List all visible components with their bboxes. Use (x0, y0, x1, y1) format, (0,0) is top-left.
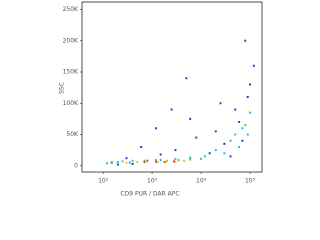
data-point (248, 111, 251, 114)
data-point (159, 159, 162, 162)
data-point (200, 157, 203, 160)
data-point (229, 139, 232, 142)
data-point (154, 160, 157, 163)
data-point (183, 160, 186, 163)
data-point (214, 130, 217, 133)
data-point (143, 161, 146, 163)
plot-frame (81, 1, 263, 173)
data-point (106, 162, 109, 165)
chart: CD9 PUR / DAR APC SSC 0 50K 100K 150K 200K 25… (59, 1, 263, 198)
data-point (174, 160, 177, 163)
data-point (140, 146, 143, 148)
data-point (128, 161, 131, 164)
data-point (165, 160, 168, 163)
data-point (174, 149, 177, 152)
data-point (252, 64, 255, 67)
data-point (154, 159, 157, 162)
data-point (229, 155, 232, 158)
data-point (172, 160, 175, 163)
data-point (214, 149, 217, 152)
data-point (116, 163, 119, 166)
data-point (238, 146, 241, 148)
x-tick-label: 10² (98, 178, 109, 185)
data-point (154, 127, 157, 130)
data-point (125, 161, 128, 164)
data-point (244, 39, 247, 42)
x-tick-label: 10⁴ (196, 178, 207, 185)
data-point (248, 83, 251, 86)
data-point (163, 161, 166, 163)
y-tick-label: 200K (63, 37, 79, 44)
data-point (125, 157, 128, 160)
data-point (156, 161, 159, 163)
data-point (234, 108, 237, 111)
data-point (223, 142, 226, 145)
data-point (177, 159, 180, 162)
data-point (136, 161, 139, 163)
y-tick-label: 250K (63, 6, 79, 13)
data-point (246, 96, 249, 98)
data-point (174, 157, 177, 160)
data-point (241, 127, 244, 130)
data-point (244, 124, 247, 127)
y-axis-label: SSC (59, 82, 66, 94)
data-point (110, 161, 113, 163)
data-point (121, 160, 124, 163)
data-point (219, 102, 222, 105)
data-point (131, 162, 134, 165)
data-point (246, 133, 249, 136)
y-tick-label: 100K (63, 100, 79, 107)
data-point (185, 77, 188, 80)
data-point (203, 155, 206, 158)
data-point (131, 159, 134, 162)
y-tick-label: 50K (66, 131, 79, 138)
data-point (116, 161, 119, 163)
data-point (208, 152, 211, 155)
x-tick-label: 10⁵ (245, 178, 256, 185)
data-point (170, 108, 173, 111)
data-point (146, 160, 149, 163)
data-point (241, 139, 244, 142)
data-point (195, 136, 198, 139)
y-tick-label: 0 (74, 162, 78, 169)
x-tick-label: 10³ (147, 178, 158, 185)
y-tick-label: 150K (63, 69, 79, 76)
data-point (189, 117, 192, 120)
x-axis-label: CD9 PUR / DAR APC (120, 191, 179, 198)
data-point (234, 133, 237, 136)
data-point (238, 121, 241, 123)
data-point (159, 153, 162, 156)
data-point (223, 152, 226, 155)
data-point (189, 158, 192, 161)
data-point (189, 156, 192, 159)
